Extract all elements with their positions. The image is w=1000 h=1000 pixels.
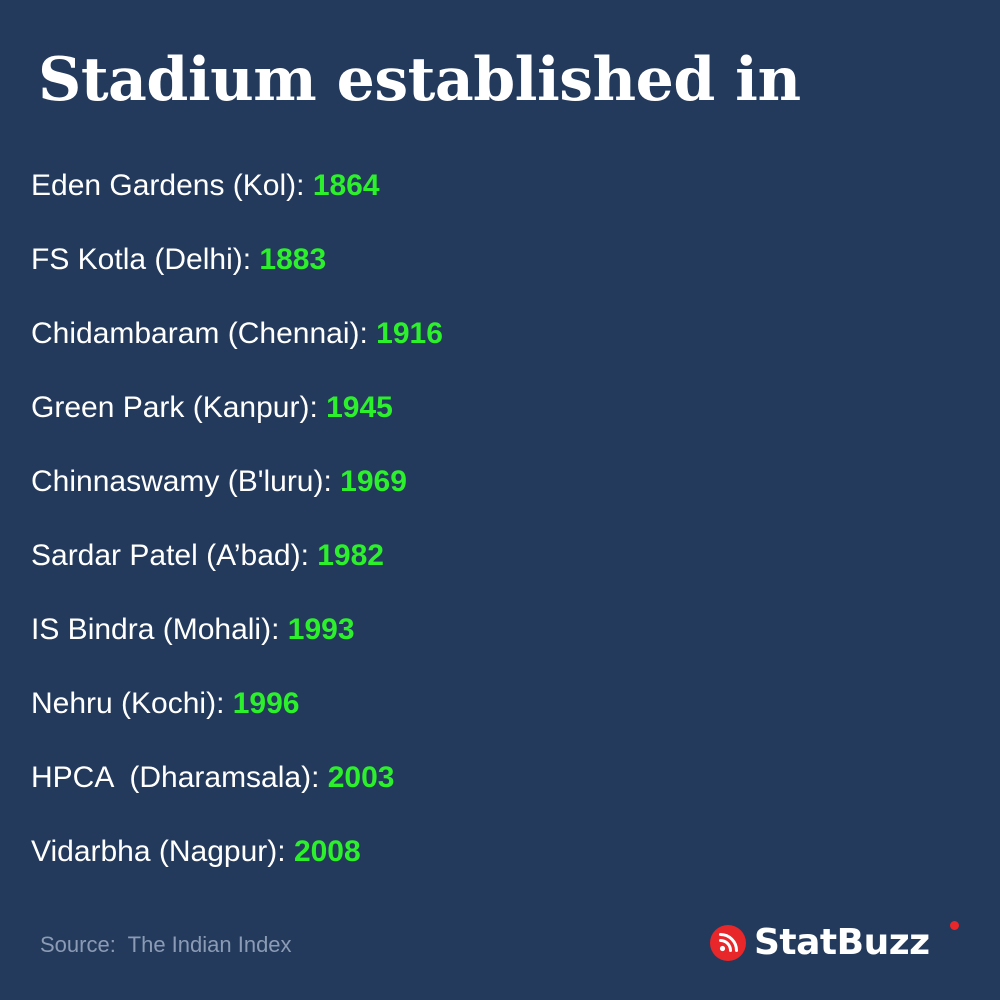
established-year: 1993: [287, 613, 355, 646]
established-year: 2003: [327, 761, 395, 794]
stadium-name: FS Kotla (Delhi):: [31, 243, 260, 276]
stadium-name: HPCA (Dharamsala):: [31, 761, 328, 794]
list-item: FS Kotla (Delhi): 1883: [31, 240, 443, 314]
stadium-name: Nehru (Kochi):: [31, 687, 233, 720]
brand-logo: StatBuzz: [710, 918, 959, 968]
stadium-name: Chinnaswamy (B'luru):: [31, 465, 341, 498]
list-item: Green Park (Kanpur): 1945: [31, 388, 443, 462]
list-item: Chidambaram (Chennai): 1916: [31, 314, 443, 388]
established-year: 1969: [340, 465, 407, 498]
list-item: Chinnaswamy (B'luru): 1969: [31, 462, 443, 536]
stadium-name: Green Park (Kanpur):: [31, 391, 327, 424]
established-year: 1945: [326, 391, 393, 424]
list-item: HPCA (Dharamsala): 2003: [31, 758, 443, 832]
established-year: 1982: [317, 539, 384, 572]
stadium-name: Eden Gardens (Kol):: [31, 169, 313, 202]
stadium-name: IS Bindra (Mohali):: [31, 613, 288, 646]
established-year: 1883: [259, 243, 327, 276]
list-item: IS Bindra (Mohali): 1993: [31, 610, 443, 684]
brand-name: StatBuzz: [754, 922, 930, 963]
list-item: Vidarbha (Nagpur): 2008: [31, 832, 443, 906]
list-item: Eden Gardens (Kol): 1864: [31, 166, 443, 240]
source-credit: Source: The Indian Index: [40, 932, 292, 957]
established-year: 2008: [293, 835, 361, 868]
rss-feed-icon: [710, 925, 746, 961]
brand-dot: [950, 921, 959, 930]
page-title: Stadium established in: [38, 45, 801, 115]
stadium-name: Chidambaram (Chennai):: [31, 317, 377, 350]
stadium-list: Eden Gardens (Kol): 1864 FS Kotla (Delhi…: [31, 166, 443, 906]
established-year: 1916: [376, 317, 443, 350]
stadium-name: Sardar Patel (A’bad):: [31, 539, 318, 572]
list-item: Nehru (Kochi): 1996: [31, 684, 443, 758]
established-year: 1864: [312, 169, 380, 202]
established-year: 1996: [232, 687, 300, 720]
list-item: Sardar Patel (A’bad): 1982: [31, 536, 443, 610]
stadium-name: Vidarbha (Nagpur):: [31, 835, 294, 868]
